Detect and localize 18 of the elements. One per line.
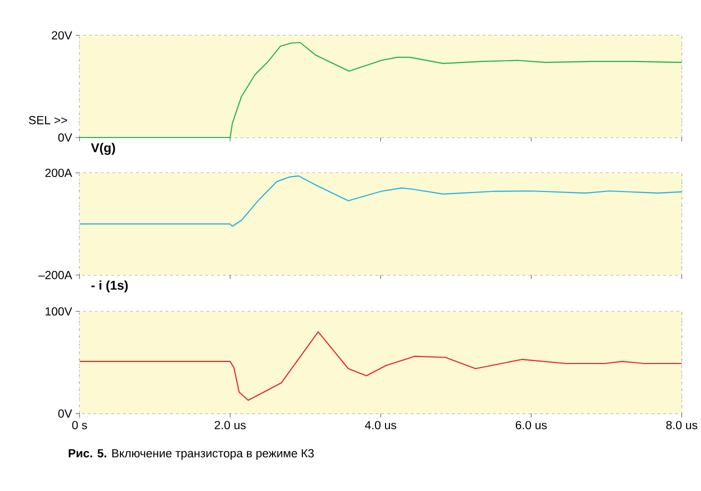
x-tick-label: 6.0 us bbox=[516, 420, 547, 430]
x-tick-label: 8.0 us bbox=[666, 420, 698, 430]
y-tick-label: 0V bbox=[58, 409, 72, 418]
y-tick-label: –200A bbox=[38, 270, 72, 280]
y-tick-label: 100V bbox=[46, 307, 72, 316]
x-axis-title: - i (1s) bbox=[91, 280, 128, 292]
x-axis-title: V(g) bbox=[90, 142, 115, 155]
x-tick-label: 2.0 us bbox=[214, 420, 246, 430]
x-tick-label: 4.0 us bbox=[364, 420, 396, 430]
y-tick-label: 0V bbox=[58, 133, 72, 142]
line-series bbox=[79, 331, 682, 401]
y-tick-label: 20V bbox=[52, 31, 72, 40]
text: Рис. 5. Включение транзистора в режиме К3 bbox=[68, 449, 314, 460]
text: SEL >> bbox=[28, 116, 67, 124]
line-series bbox=[79, 175, 682, 227]
y-tick-label: 200A bbox=[45, 168, 72, 177]
line-series bbox=[79, 42, 682, 138]
x-tick-label: 0 s bbox=[72, 420, 87, 430]
